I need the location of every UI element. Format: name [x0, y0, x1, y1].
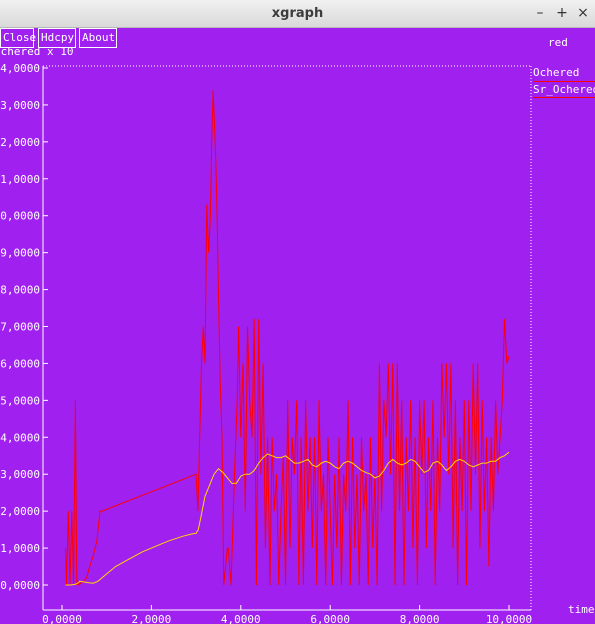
y-tick-label: 14,0000	[0, 62, 40, 75]
y-tick-label: 5,0000	[0, 394, 40, 407]
chart-series	[66, 90, 509, 585]
x-tick-label: 10,0000	[486, 613, 532, 624]
x-tick-label: 2,0000	[132, 613, 172, 624]
x-tick-label: 0,0000	[42, 613, 82, 624]
y-axis-ticks: 0,0000 1,0000 2,0000 3,0000 4,0000 5,0000 6,00…	[0, 62, 48, 592]
y-tick-label: 3,0000	[0, 468, 40, 481]
x-tick-label: 6,0000	[310, 613, 350, 624]
y-tick-label: 9,0000	[0, 247, 40, 260]
x-axis-ticks: 0,0000 2,0000 4,0000 6,0000 8,0000 10,0000	[42, 605, 532, 624]
chart-axes	[43, 66, 531, 610]
y-tick-label: 12,0000	[0, 136, 40, 149]
y-tick-label: 1,0000	[0, 542, 40, 555]
y-tick-label: 8,0000	[0, 284, 40, 297]
x-tick-label: 4,0000	[221, 613, 261, 624]
y-tick-label: 2,0000	[0, 505, 40, 518]
y-tick-label: 13,0000	[0, 99, 40, 112]
y-tick-label: 10,0000	[0, 210, 40, 223]
y-tick-label: 7,0000	[0, 321, 40, 334]
y-tick-label: 0,0000	[0, 579, 40, 592]
series-line-ochered	[66, 90, 509, 585]
x-tick-label: 8,0000	[400, 613, 440, 624]
y-tick-label: 11,0000	[0, 173, 40, 186]
y-tick-label: 6,0000	[0, 357, 40, 370]
y-tick-label: 4,0000	[0, 431, 40, 444]
